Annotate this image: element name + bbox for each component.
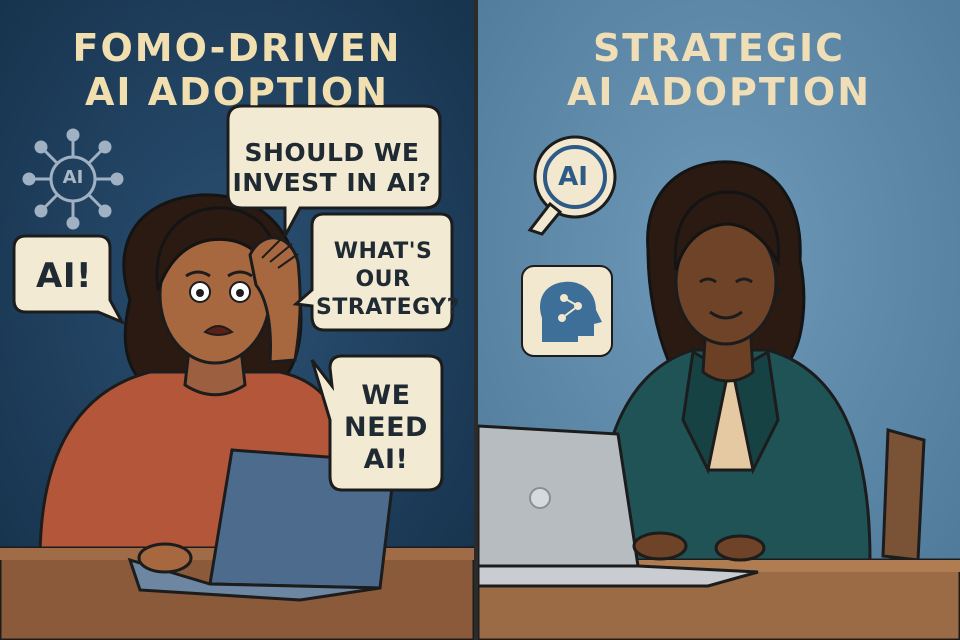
bubble-invest-text: SHOULD WE INVEST IN AI?	[232, 138, 432, 197]
bubble-strategy-text: WHAT'S OUR STRATEGY?	[316, 239, 460, 320]
bubble-need-text: WE NEED AI!	[344, 380, 428, 475]
right-panel-art	[478, 0, 960, 640]
left-panel-fomo: FOMO-DRIVEN AI ADOPTION AI SHOULD WE INV…	[0, 0, 474, 640]
left-title-line1: FOMO-DRIVEN	[72, 26, 402, 70]
bubble-ai-text: AI!	[36, 256, 92, 296]
speech-bubbles	[12, 104, 454, 492]
ai-search-icon	[527, 135, 617, 236]
ai-search-icon-label: AI	[558, 162, 588, 192]
right-panel-strategic: STRATEGIC AI ADOPTION	[478, 0, 960, 640]
right-title-line2: AI ADOPTION	[566, 70, 872, 114]
right-panel-title: STRATEGIC AI ADOPTION	[518, 26, 920, 114]
left-title-line2: AI ADOPTION	[84, 70, 390, 114]
brain-circuit-icon	[521, 265, 613, 357]
left-panel-art	[0, 0, 474, 640]
laptop-icon	[478, 424, 759, 588]
right-title-line1: STRATEGIC	[592, 26, 846, 70]
ai-network-icon	[22, 128, 124, 230]
ai-network-icon-label: AI	[62, 167, 84, 188]
left-panel-title: FOMO-DRIVEN AI ADOPTION	[40, 26, 434, 114]
panel-divider	[474, 0, 478, 640]
